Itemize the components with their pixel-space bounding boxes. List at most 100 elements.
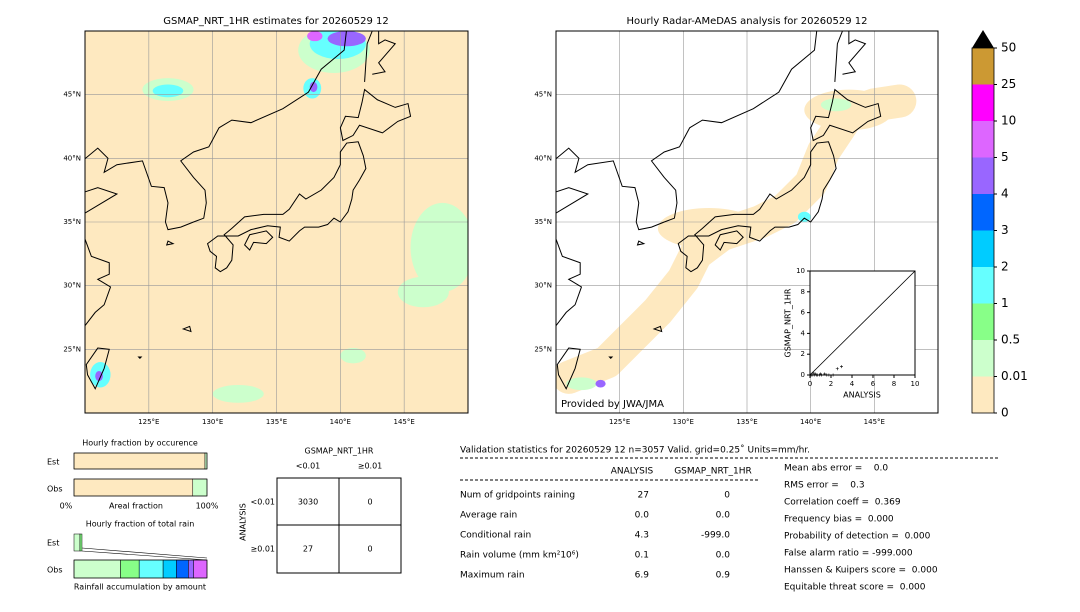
score: Hanssen & Kuipers score = 0.000: [784, 566, 938, 576]
row-label: Obs: [47, 485, 63, 494]
row-title: ANALYSIS: [239, 503, 248, 541]
fraction-segment: [192, 478, 208, 497]
lon-tick-label: 130°E: [202, 418, 223, 426]
row-label: Maximum rain: [460, 571, 525, 581]
x-tick-label: 8: [892, 380, 896, 388]
colorbar-label: 5: [1001, 150, 1009, 164]
cell: 0.0: [716, 551, 731, 561]
lon-tick-label: 140°E: [330, 418, 351, 426]
x-axis-label: ANALYSIS: [843, 391, 881, 400]
cell: -999.0: [701, 531, 730, 541]
cell: 0: [724, 491, 730, 501]
point: [819, 372, 822, 376]
colorbar-label: 10: [1001, 114, 1016, 128]
colorbar-segment: [972, 157, 994, 194]
table-title: GSMAP_NRT_1HR: [305, 447, 374, 456]
colorbar-label: 4: [1001, 187, 1009, 201]
row-label: Rain volume (mm km²10⁶): [460, 551, 579, 561]
cell: 0.0: [635, 511, 650, 521]
cell: 3030: [298, 498, 318, 507]
map-title: GSMAP_NRT_1HR estimates for 20260529 12: [163, 16, 389, 27]
fraction-segment: [73, 559, 121, 579]
row-label: ≥0.01: [250, 545, 275, 554]
connector: [81, 547, 208, 559]
contingency-table: GSMAP_NRT_1HR <0.01 ≥0.01 ANALYSIS <0.01…: [239, 447, 402, 574]
fraction-segment: [73, 478, 194, 497]
frame: [73, 559, 208, 579]
point: [811, 371, 815, 375]
axis-label: Areal fraction: [109, 502, 163, 511]
colorbar-segment: [972, 303, 994, 340]
lat-tick-label: 45°N: [63, 91, 81, 99]
y-tick-label: 0: [801, 371, 805, 379]
lon-tick-label: 140°E: [800, 418, 821, 426]
lat-tick-label: 45°N: [534, 91, 552, 99]
fraction-segment: [120, 559, 140, 579]
cell: 0.9: [716, 571, 731, 581]
score: Mean abs error = 0.0: [784, 464, 888, 474]
cell: 0.0: [716, 511, 731, 521]
score: False alarm ratio = -999.000: [784, 549, 913, 559]
col-label: <0.01: [296, 462, 321, 471]
colorbar-segment: [972, 376, 994, 413]
fraction-segment: [193, 559, 208, 579]
col-header: ANALYSIS: [611, 467, 654, 477]
cell: 27: [303, 545, 313, 554]
colorbar-segment: [972, 230, 994, 267]
colorbar-segment: [972, 267, 994, 304]
frame: [73, 452, 208, 470]
y-tick-label: 4: [801, 329, 806, 337]
lat-tick-label: 40°N: [534, 154, 552, 162]
fraction-segment: [73, 452, 206, 470]
scatter: 0 2 4 6 8 10 0 2 4 6 8 10: [796, 267, 919, 388]
fraction-segment: [138, 559, 164, 579]
lat-tick-label: 35°N: [63, 218, 81, 226]
lat-tick-label: 35°N: [534, 218, 552, 226]
x-tick-label: 4: [850, 380, 855, 388]
fraction-segment: [162, 559, 177, 579]
x-tick-label: 10: [911, 380, 920, 388]
row-label: Num of gridpoints raining: [460, 491, 575, 501]
x-tick-label: 6: [871, 380, 876, 388]
score: RMS error = 0.3: [784, 481, 865, 491]
fraction-segment: [73, 533, 81, 552]
row-label: Est: [47, 458, 59, 467]
row-label: Conditional rain: [460, 531, 531, 541]
y-tick-label: 8: [801, 288, 805, 296]
colorbar-label: 0: [1001, 406, 1009, 420]
y-tick-label: 2: [801, 350, 805, 358]
cell: 27: [638, 491, 649, 501]
left-map: [85, 31, 468, 413]
x-tick-label: 0: [808, 380, 812, 388]
frame: [73, 478, 208, 497]
colorbar-label: 25: [1001, 77, 1016, 91]
lon-tick-label: 130°E: [673, 418, 694, 426]
point: [835, 367, 839, 371]
y-axis-label: GSMAP_NRT_1HR: [784, 288, 793, 357]
credit: Provided by JWA/JMA: [561, 399, 664, 410]
axis-label: 100%: [196, 502, 219, 511]
y-tick-label: 10: [796, 267, 805, 275]
footer: Rainfall accumulation by amount: [74, 583, 206, 592]
colorbar-segment: [972, 84, 994, 121]
row-label: Est: [47, 539, 59, 548]
score: Probability of detection = 0.000: [784, 532, 931, 542]
lat-tick-label: 25°N: [63, 345, 81, 353]
map-title: Hourly Radar-AMeDAS analysis for 2026052…: [626, 16, 867, 27]
lon-tick-label: 135°E: [266, 418, 287, 426]
row-label: <0.01: [250, 498, 275, 507]
lon-tick-label: 125°E: [138, 418, 159, 426]
header: Validation statistics for 20260529 12 n=…: [460, 445, 810, 456]
point: [814, 373, 818, 377]
diagonal: [809, 270, 916, 376]
colorbar-label: 1: [1001, 296, 1009, 310]
score: Equitable threat score = 0.000: [784, 583, 926, 593]
colorbar: 0 0.01 0.5 1 2 3 4 5 10 25 50: [971, 30, 1028, 420]
point: [825, 373, 829, 377]
lat-tick-label: 30°N: [63, 282, 81, 290]
colorbar-label: 50: [1001, 41, 1016, 55]
grid: [85, 31, 468, 413]
row-label: Obs: [47, 566, 63, 575]
point: [831, 373, 835, 377]
cell: 0.1: [635, 551, 649, 561]
